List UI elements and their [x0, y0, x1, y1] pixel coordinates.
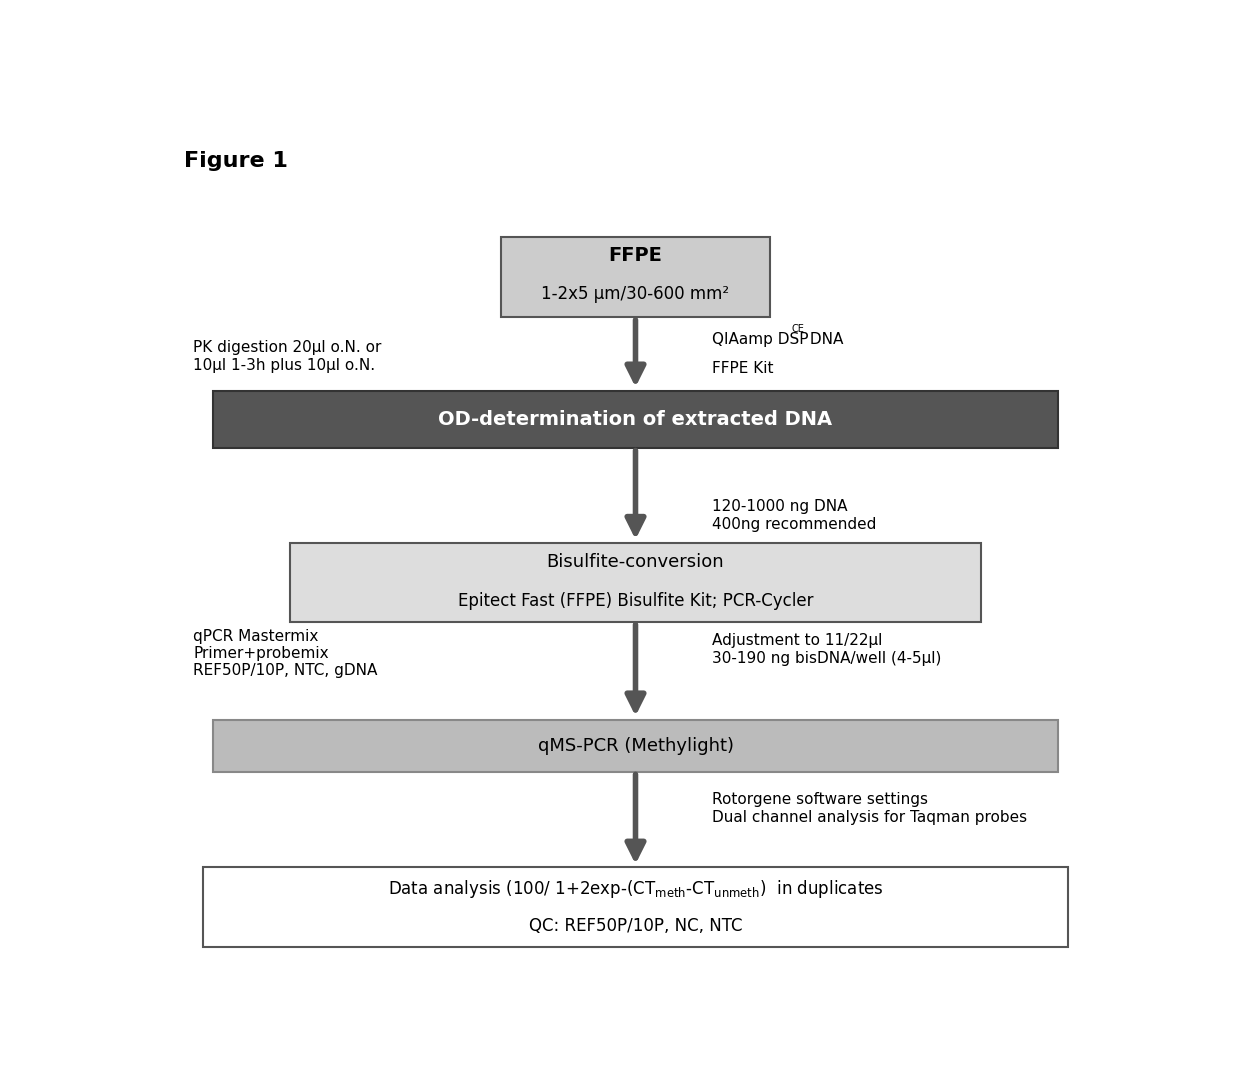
- Text: Data analysis (100/ 1+2exp-(CT$_{\rm meth}$-CT$_{\rm unmeth}$)  in duplicates: Data analysis (100/ 1+2exp-(CT$_{\rm met…: [388, 878, 883, 900]
- FancyBboxPatch shape: [290, 542, 982, 622]
- Text: 120-1000 ng DNA
400ng recommended: 120-1000 ng DNA 400ng recommended: [712, 499, 877, 532]
- Text: Bisulfite-conversion: Bisulfite-conversion: [547, 553, 724, 572]
- Text: OD-determination of extracted DNA: OD-determination of extracted DNA: [439, 410, 832, 428]
- FancyBboxPatch shape: [213, 390, 1058, 448]
- FancyBboxPatch shape: [501, 237, 770, 316]
- Text: FFPE: FFPE: [609, 247, 662, 265]
- Text: qMS-PCR (Methylight): qMS-PCR (Methylight): [537, 737, 734, 754]
- Text: Epitect Fast (FFPE) Bisulfite Kit; PCR-Cycler: Epitect Fast (FFPE) Bisulfite Kit; PCR-C…: [458, 591, 813, 610]
- Text: DNA: DNA: [805, 333, 843, 347]
- Text: PK digestion 20μl o.N. or
10μl 1-3h plus 10μl o.N.: PK digestion 20μl o.N. or 10μl 1-3h plus…: [193, 340, 382, 373]
- Text: 1-2x5 μm/30-600 mm²: 1-2x5 μm/30-600 mm²: [542, 285, 729, 302]
- Text: Adjustment to 11/22μl
30-190 ng bisDNA/well (4-5μl): Adjustment to 11/22μl 30-190 ng bisDNA/w…: [712, 633, 941, 665]
- Text: qPCR Mastermix
Primer+probemix
REF50P/10P, NTC, gDNA: qPCR Mastermix Primer+probemix REF50P/10…: [193, 628, 378, 678]
- Text: QIAamp DSP: QIAamp DSP: [712, 333, 808, 347]
- FancyBboxPatch shape: [203, 867, 1068, 947]
- Text: Figure 1: Figure 1: [184, 151, 288, 172]
- FancyBboxPatch shape: [213, 720, 1058, 772]
- Text: QC: REF50P/10P, NC, NTC: QC: REF50P/10P, NC, NTC: [528, 916, 743, 935]
- Text: FFPE Kit: FFPE Kit: [712, 362, 774, 376]
- Text: Rotorgene software settings
Dual channel analysis for Taqman probes: Rotorgene software settings Dual channel…: [712, 792, 1028, 825]
- Text: CE: CE: [791, 324, 804, 334]
